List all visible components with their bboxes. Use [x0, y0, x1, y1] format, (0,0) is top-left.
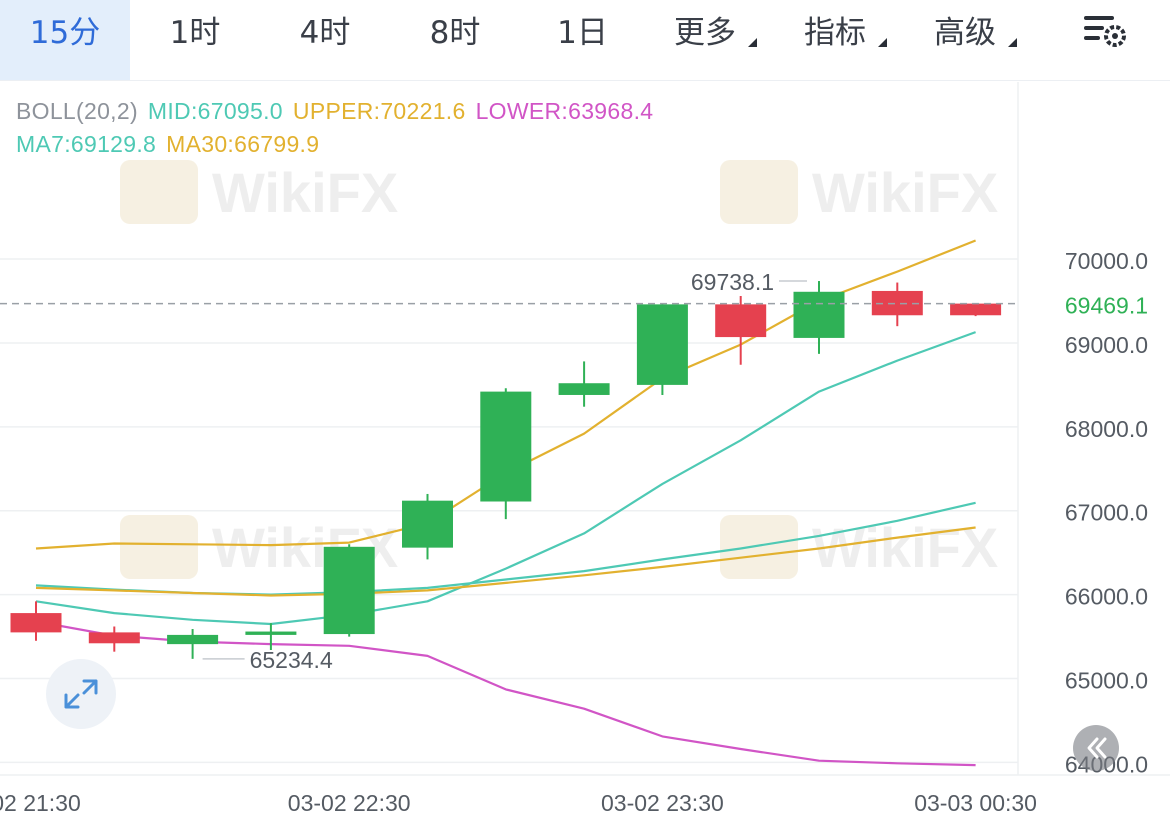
candle-down — [10, 613, 62, 633]
double-chevron-left-icon — [1087, 737, 1107, 759]
y-tick-label: 70000.0 — [1065, 248, 1148, 274]
last-price-label: 69469.1 — [1065, 293, 1148, 319]
tab-indicators[interactable]: 指标 — [804, 15, 866, 51]
y-tick-label: 65000.0 — [1065, 668, 1148, 694]
boll-lower-value: LOWER:63968.4 — [475, 98, 654, 124]
boll-upper-value: UPPER:70221.6 — [292, 98, 466, 124]
candle-up — [636, 304, 688, 385]
indicators-dropdown-icon — [878, 38, 887, 47]
watermark-logo — [720, 515, 798, 579]
ma30-value: MA30:66799.9 — [166, 131, 320, 157]
candlesticks — [10, 281, 1002, 659]
last-price-badge — [1020, 283, 1170, 324]
x-tick-label: 02 21:30 — [0, 790, 81, 816]
y-tick-label: 67000.0 — [1065, 500, 1148, 526]
candle-up — [245, 631, 297, 635]
candle-up — [558, 383, 610, 395]
ma7-value: MA7:69129.8 — [16, 131, 157, 157]
boll-mid-value: MID:67095.0 — [147, 98, 283, 124]
candle-up — [480, 391, 532, 502]
candle-down — [88, 632, 140, 644]
chart-settings-icon[interactable] — [1082, 14, 1130, 50]
tab-advanced[interactable]: 高级 — [934, 15, 996, 51]
watermark-text: WikiFX — [812, 161, 998, 224]
tab-more[interactable]: 更多 — [674, 15, 736, 51]
low-price-label: 65234.4 — [250, 647, 333, 673]
advanced-dropdown-icon — [1008, 38, 1017, 47]
watermark-text: WikiFX — [812, 516, 998, 579]
chart-labels: 69469.1 69738.1 65234.4 02 21:30 03-02 22:30… — [0, 269, 1170, 816]
y-tick-label: 69000.0 — [1065, 332, 1148, 358]
tab-4h[interactable]: 4时 — [299, 15, 351, 51]
candle-up — [167, 634, 219, 645]
watermark-text: WikiFX — [212, 161, 398, 224]
watermark-logo — [120, 160, 198, 224]
candle-down — [950, 303, 1002, 316]
candle-down — [715, 304, 767, 338]
boll-label: BOLL(20,2) — [16, 98, 138, 124]
x-tick-label: 03-02 22:30 — [288, 790, 411, 816]
timeframe-tab-bar: 15分 1时 4时 8时 1日 更多 指标 高级 — [0, 0, 1170, 81]
ma30-line — [35, 526, 976, 597]
tab-15min[interactable]: 15分 — [0, 0, 130, 80]
high-price-label: 69738.1 — [691, 269, 774, 295]
watermark-logo — [120, 515, 198, 579]
y-tick-label: 66000.0 — [1065, 584, 1148, 610]
boll-legend: BOLL(20,2) MID:67095.0 UPPER:70221.6 LOWER:… — [16, 98, 663, 125]
expand-chart-button[interactable] — [46, 659, 116, 729]
candle-up — [323, 546, 375, 635]
ma7-line — [35, 331, 976, 626]
scroll-latest-button[interactable] — [1073, 725, 1119, 771]
expand-icon — [64, 679, 98, 709]
y-tick-label: 68000.0 — [1065, 416, 1148, 442]
tab-1h[interactable]: 1时 — [169, 15, 221, 51]
x-tick-label: 03-03 00:30 — [914, 790, 1037, 816]
ma-legend: MA7:69129.8 MA30:66799.9 — [16, 131, 329, 158]
candle-up — [402, 500, 453, 548]
x-tick-label: 03-02 23:30 — [601, 790, 724, 816]
tab-1d[interactable]: 1日 — [557, 15, 608, 51]
more-dropdown-icon — [748, 38, 757, 47]
tab-8h[interactable]: 8时 — [429, 15, 481, 51]
candle-up — [793, 291, 845, 338]
watermark-logo — [720, 160, 798, 224]
